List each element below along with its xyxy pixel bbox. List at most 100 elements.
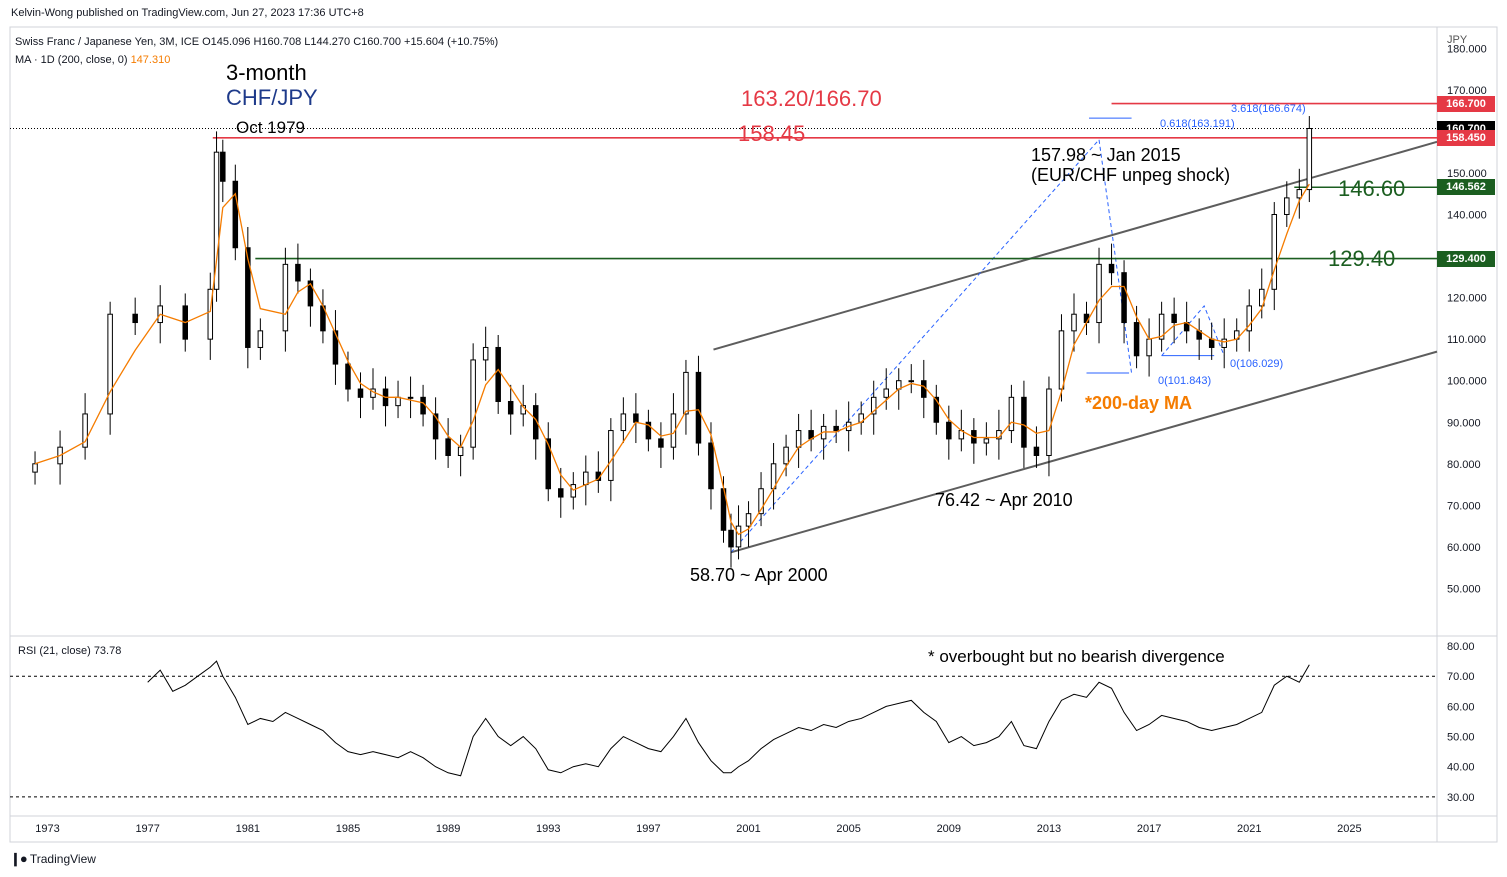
y-tick-label: 100.000 [1447, 376, 1487, 388]
publisher-line: Kelvin-Wong published on TradingView.com… [11, 7, 364, 19]
rsi-tick-label: 70.00 [1447, 671, 1475, 683]
label-129: 129.40 [1328, 246, 1396, 271]
candle-body [1058, 330, 1065, 390]
y-tick-label: 80.000 [1447, 459, 1481, 471]
candle-body [745, 513, 752, 527]
label-jan2015: 157.98 ~ Jan 2015 [1031, 145, 1181, 165]
x-tick-label: 1985 [336, 823, 360, 835]
y-tick-label: 60.000 [1447, 542, 1481, 554]
candle-body [870, 396, 877, 415]
x-tick-label: 2013 [1037, 823, 1061, 835]
candle-body [728, 529, 734, 548]
candle-body [1033, 446, 1040, 456]
y-tick-label: 120.000 [1447, 293, 1487, 305]
label-apr2010: 76.42 ~ Apr 2010 [935, 490, 1073, 510]
candle-body [295, 263, 301, 282]
candle-body [1246, 305, 1252, 332]
candle-body [482, 346, 489, 361]
channel-upper-line [713, 140, 1438, 351]
channel-lower-line [730, 350, 1438, 554]
x-tick-label: 1973 [35, 823, 59, 835]
x-tick-label: 1989 [436, 823, 460, 835]
candle-body [1096, 263, 1102, 324]
label-ma200: *200-day MA [1085, 393, 1193, 413]
candle-body [620, 413, 627, 432]
x-tick-label: 1981 [236, 823, 260, 835]
x-tick-label: 2025 [1337, 823, 1361, 835]
ma-legend-value: 147.310 [130, 54, 171, 66]
axes-layer: 1973 1977 1981 1985 1989 1993 1997 2001 2005 2009… [35, 43, 1486, 835]
candle-body [645, 421, 652, 440]
label-apr2000: 58.70 ~ Apr 2000 [690, 565, 828, 585]
x-tick-label: 2021 [1237, 823, 1261, 835]
candle-body [432, 413, 439, 440]
x-tick-label: 2001 [736, 823, 760, 835]
candle-body [1071, 313, 1077, 332]
tradingview-logo-icon: ❙● [10, 851, 28, 866]
rsi-tick-label: 80.00 [1447, 641, 1475, 653]
y-tick-label: 50.000 [1447, 583, 1481, 595]
candle-body [735, 525, 742, 548]
candle-body [1208, 338, 1215, 348]
candle-body [633, 413, 639, 423]
footer-brand[interactable]: ❙● TradingView [10, 851, 96, 867]
label-146: 146.60 [1338, 176, 1406, 201]
candle-body [395, 396, 401, 407]
candle-body [357, 388, 364, 398]
rsi-tick-label: 30.00 [1447, 792, 1475, 804]
title-3month: 3-month [226, 60, 307, 85]
candle-body [695, 371, 702, 444]
x-tick-label: 1977 [135, 823, 159, 835]
rsi-tick-label: 40.00 [1447, 762, 1475, 774]
rsi-note: * overbought but no bearish divergence [928, 647, 1225, 666]
candle-body [1121, 272, 1127, 324]
candle-body [783, 446, 789, 465]
symbol-line: Swiss Franc / Japanese Yen, 3M, ICE O145… [15, 36, 498, 48]
y-tick-label: 150.000 [1447, 168, 1487, 180]
price-tag-166700: 166.700 [1437, 95, 1495, 112]
candle-body [257, 330, 264, 348]
candle-body [213, 151, 220, 290]
candle-body [420, 396, 426, 415]
candle-body [558, 488, 564, 498]
label-oct1979: Oct 1979 [236, 118, 305, 137]
candle-body [32, 463, 38, 473]
rsi-legend-label: RSI (21, close) [18, 645, 91, 657]
symbol-name: Swiss Franc / Japanese Yen, 3M, ICE [15, 36, 200, 48]
x-tick-label: 1993 [536, 823, 560, 835]
title-pair: CHF/JPY [226, 85, 318, 110]
candle-body [1171, 313, 1177, 324]
candle-body [708, 442, 714, 490]
ma-legend: MA · 1D (200, close, 0) 147.310 [15, 54, 170, 66]
candle-body [1296, 189, 1303, 199]
price-tag-129400: 129.400 [1437, 250, 1495, 267]
rsi-legend: RSI (21, close) 73.78 [18, 645, 121, 657]
candle-body [207, 288, 214, 340]
candle-body [883, 388, 889, 398]
candle-body [833, 425, 839, 432]
currency-label: JPY [1447, 34, 1468, 46]
candle-body [532, 405, 539, 440]
footer-brand-label: TradingView [29, 852, 96, 866]
price-tag-158450: 158.450 [1437, 129, 1495, 146]
candle-body [1046, 388, 1052, 456]
candle-body [107, 313, 113, 415]
candle-body [583, 471, 589, 486]
price-tag-146562: 146.562 [1437, 179, 1495, 196]
candle-body [345, 363, 351, 390]
chart-frame [9, 26, 1498, 843]
ohlc-open: O145.096 [202, 36, 251, 48]
rsi-pane[interactable] [10, 660, 1437, 798]
y-tick-label: 140.000 [1447, 210, 1487, 222]
candle-body [332, 330, 339, 365]
candle-body [220, 151, 226, 182]
main-price-pane[interactable] [10, 102, 1438, 568]
candle-body [908, 380, 915, 383]
candle-body [1108, 263, 1115, 274]
candle-body [795, 430, 802, 448]
ohlc-change: +15.604 (+10.75%) [404, 36, 499, 48]
y-tick-label: 170.000 [1447, 85, 1487, 97]
candle-body [758, 488, 764, 515]
ma-legend-label: MA · 1D (200, close, 0) [15, 54, 128, 66]
